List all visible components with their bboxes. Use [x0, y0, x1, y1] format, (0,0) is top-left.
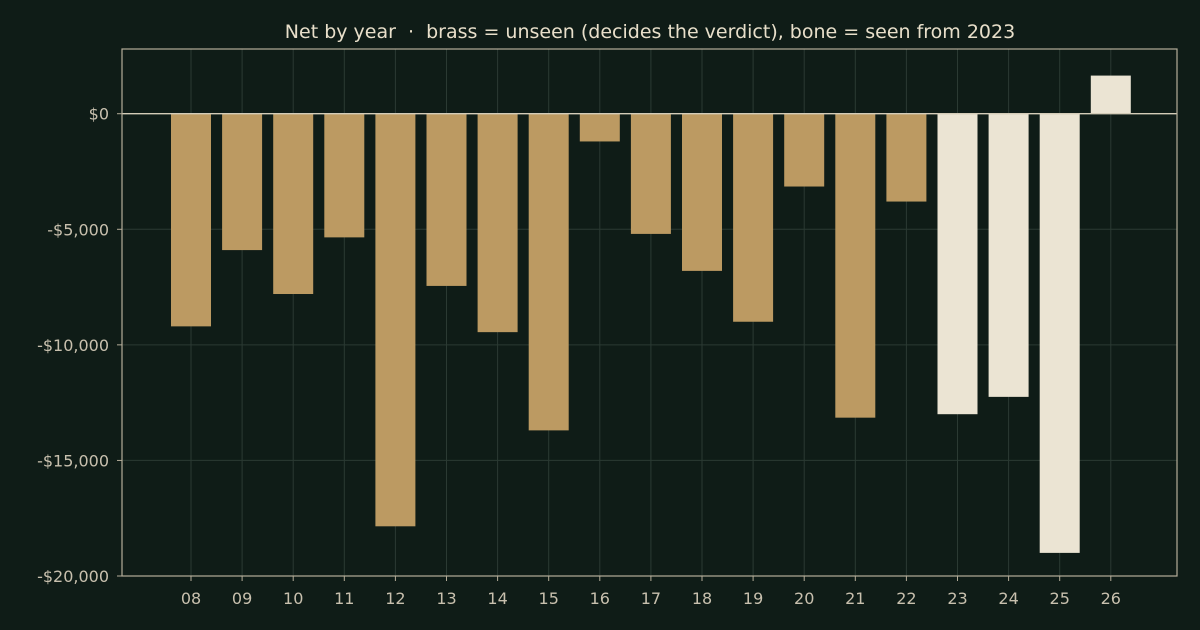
label-layer: $0 -$5,000 -$10,000 -$15,000 -$20,000 08 09 10 1… [37, 105, 1121, 608]
x-tick-label: 19 [743, 589, 763, 608]
y-tick-label: -$15,000 [37, 451, 109, 470]
x-tick-label: 16 [590, 589, 610, 608]
bar-23 [937, 113, 978, 415]
bar-16 [579, 113, 620, 142]
bar-21 [835, 113, 876, 418]
bar-14 [477, 113, 518, 333]
bar-12 [375, 113, 416, 527]
bar-13 [426, 113, 467, 286]
x-tick-label: 09 [232, 589, 252, 608]
bar-25 [1039, 113, 1080, 553]
bar-24 [988, 113, 1029, 397]
x-tick-label: 15 [539, 589, 559, 608]
axis-layer [117, 48, 1178, 581]
x-tick-label: 26 [1101, 589, 1121, 608]
bar-17 [630, 113, 671, 234]
bar-18 [682, 113, 722, 271]
chart-title: Net by year · brass = unseen (decides th… [285, 21, 1015, 43]
bar-layer [171, 75, 1131, 553]
y-tick-label: -$20,000 [37, 567, 109, 586]
y-tick-label: -$5,000 [47, 220, 109, 239]
x-tick-label: 13 [436, 589, 456, 608]
x-tick-label: 20 [794, 589, 814, 608]
x-tick-label: 23 [947, 589, 967, 608]
plot-frame [121, 48, 1178, 577]
x-tick-label: 24 [998, 589, 1018, 608]
bar-11 [324, 113, 365, 238]
bar-26 [1090, 75, 1131, 114]
x-tick-label: 11 [334, 589, 354, 608]
x-tick-label: 25 [1050, 589, 1070, 608]
x-tick-label: 08 [181, 589, 201, 608]
bar-10 [273, 113, 314, 295]
x-tick-label: 22 [896, 589, 916, 608]
x-tick-label: 21 [845, 589, 865, 608]
y-tick-label: $0 [89, 105, 109, 124]
bar-19 [733, 113, 774, 322]
x-tick-label: 14 [487, 589, 507, 608]
bar-09 [222, 113, 263, 251]
bar-15 [528, 113, 569, 431]
x-tick-label: 17 [641, 589, 661, 608]
x-tick-label: 12 [385, 589, 405, 608]
x-tick-label: 10 [283, 589, 303, 608]
y-tick-label: -$10,000 [37, 336, 109, 355]
bar-20 [784, 113, 825, 187]
bar-08 [171, 113, 211, 327]
x-tick-label: 18 [692, 589, 712, 608]
bar-22 [886, 113, 927, 202]
